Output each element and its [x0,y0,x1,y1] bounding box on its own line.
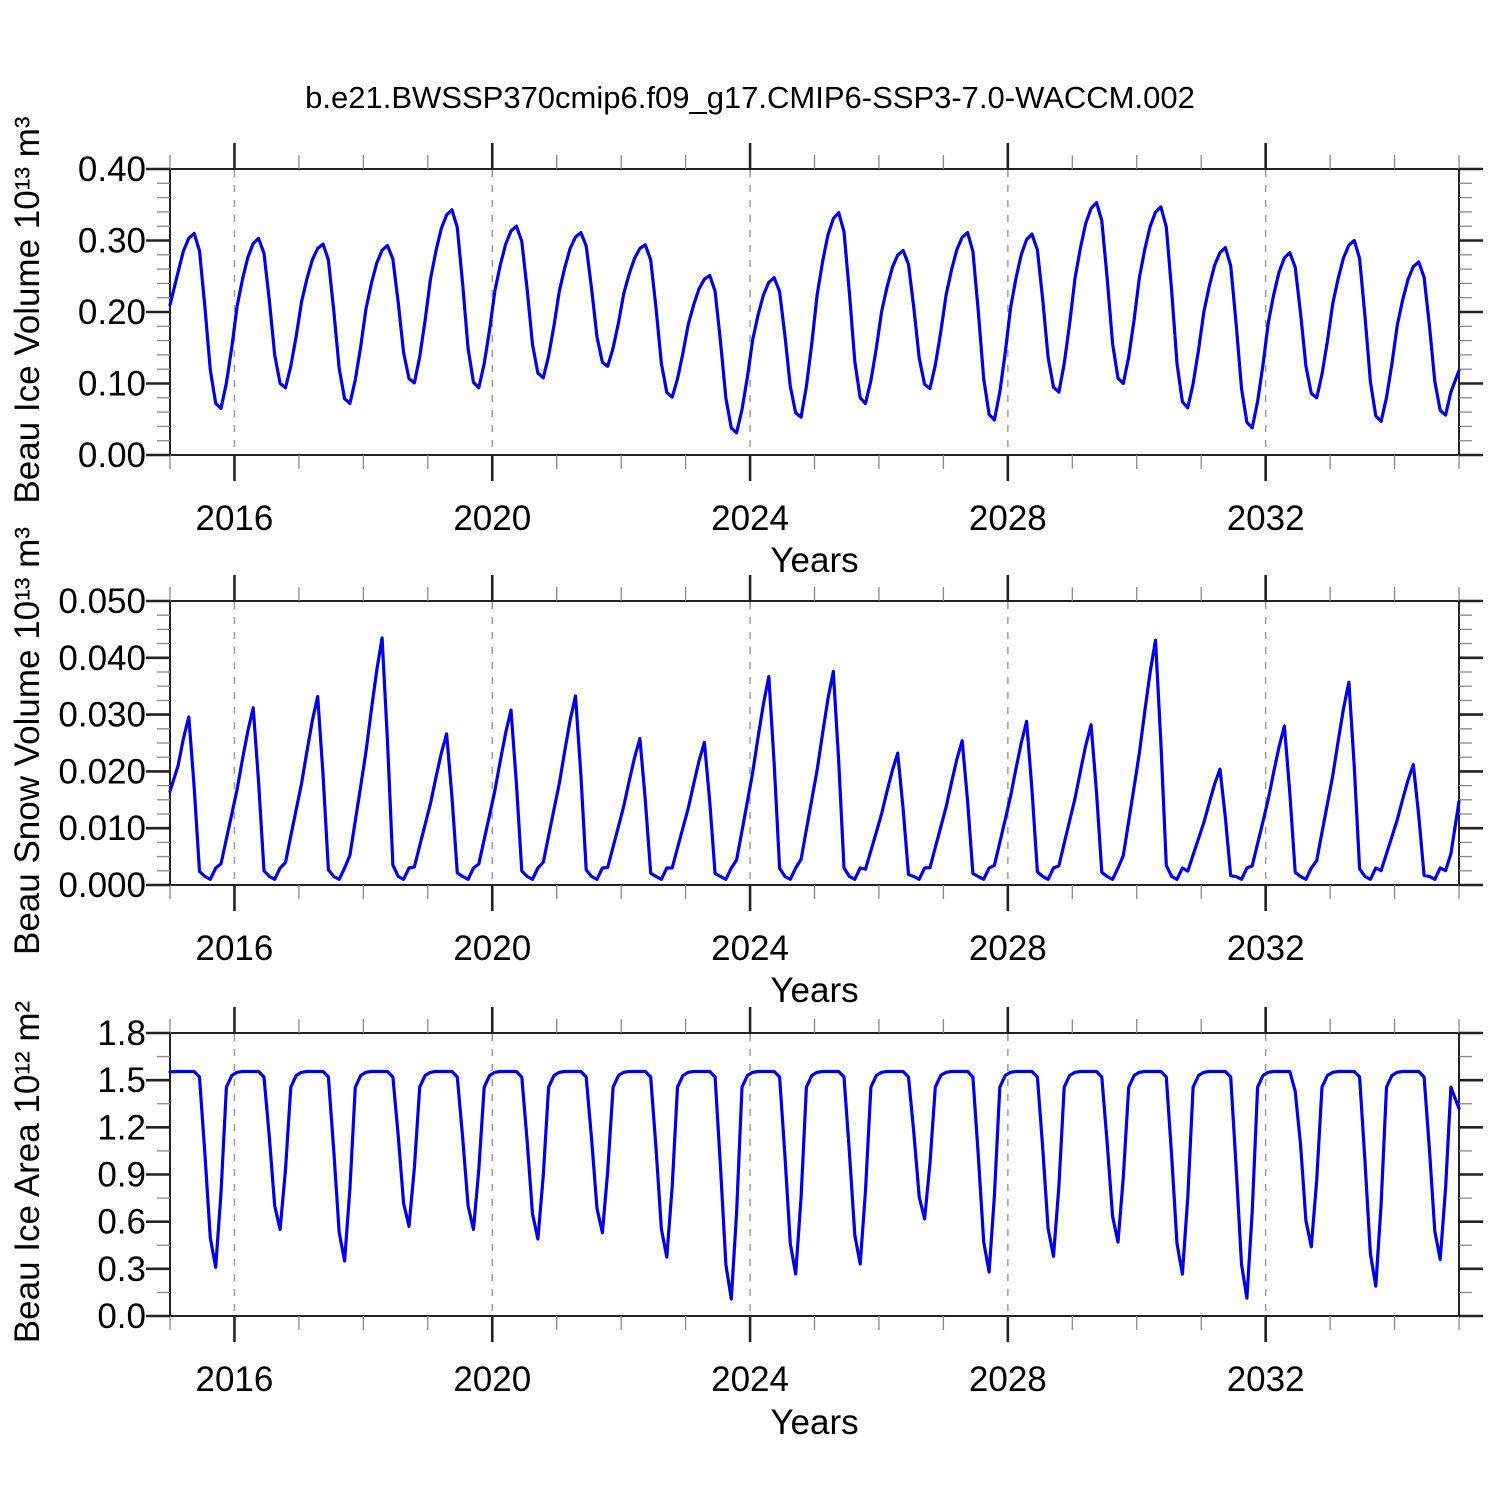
x-tick-label: 2024 [711,499,789,538]
y-tick-label: 0.030 [58,696,146,735]
y-tick-label: 0.9 [97,1156,146,1195]
y-tick-label: 1.8 [97,1014,146,1053]
x-axis-label-years-bottom: Years [770,1403,859,1442]
x-tick-label: 2016 [196,499,274,538]
y-tick-label: 1.2 [97,1108,146,1147]
y-tick-label: 0.040 [58,639,146,678]
y-tick-label: 0.020 [58,752,146,791]
y-tick-label: 0.00 [78,436,146,475]
y-tick-label: 0.000 [58,866,146,905]
x-tick-label: 2024 [711,1360,789,1399]
y-tick-label: 0.6 [97,1203,146,1242]
x-tick-label: 2032 [1227,499,1305,538]
beau-ice-volume-series-line [168,201,1461,435]
x-axis-label-years-top: Years [770,541,859,580]
y-tick-label: 0.050 [58,582,146,621]
x-tick-label: 2016 [196,1360,274,1399]
beau-ice-area-series-line [168,1069,1461,1301]
x-tick-label: 2020 [453,1360,531,1399]
y-tick-label: 0.20 [78,293,146,332]
y-tick-label: 0.40 [78,150,146,189]
beau-snow-volume-series-line [168,636,1461,881]
x-tick-label: 2032 [1227,929,1305,968]
x-tick-label: 2020 [453,499,531,538]
x-tick-label: 2016 [196,929,274,968]
y-tick-label: 0.3 [97,1250,146,1289]
y-tick-label: 0.10 [78,365,146,404]
y-tick-label: 0.010 [58,809,146,848]
x-axis-label-years-middle: Years [770,971,859,1010]
y-tick-label: 0.30 [78,222,146,261]
y-tick-label: 1.5 [97,1061,146,1100]
x-tick-label: 2024 [711,929,789,968]
x-tick-label: 2032 [1227,1360,1305,1399]
x-tick-label: 2028 [969,1360,1047,1399]
x-tick-label: 2020 [453,929,531,968]
plot-title: b.e21.BWSSP370cmip6.f09_g17.CMIP6-SSP3-7… [305,80,1195,115]
y-tick-label: 0.0 [97,1297,146,1336]
x-tick-label: 2028 [969,499,1047,538]
x-tick-label: 2028 [969,929,1047,968]
